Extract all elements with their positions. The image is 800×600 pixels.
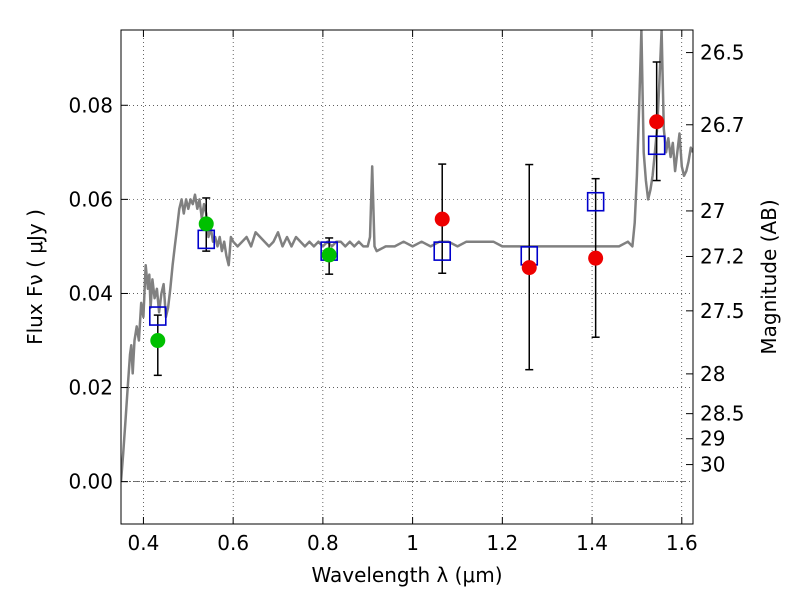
x-tick-label: 1.6 [666,531,698,555]
template-spectrum-line [121,30,693,482]
y2-tick-label: 30 [700,453,725,477]
y2-tick-label: 26.7 [700,113,745,137]
observed-point [588,250,604,266]
y2-tick-label: 27.5 [700,299,745,323]
y2-tick-label: 28 [700,362,725,386]
model-box [148,306,167,326]
y-tick-label: 0.08 [68,93,113,117]
x-tick-label: 0.8 [307,531,339,555]
observed-point [321,247,337,263]
x-tick-label: 1.4 [576,531,608,555]
model-box [647,135,666,156]
y2-axis-label: Magnitude (AB) [757,199,781,354]
y2-tick-label: 27 [700,199,725,223]
model-box [586,191,605,212]
x-tick-label: 1.2 [486,531,518,555]
plot-frame [120,29,694,525]
observed-point [434,211,450,227]
error-bars [153,61,661,377]
x-axis-label: Wavelength λ (μm) [311,563,502,587]
y-tick-label: 0.06 [68,187,113,211]
y2-tick-label: 28.5 [700,402,745,426]
y-tick-label: 0.02 [68,376,113,400]
x-tick-label: 0.4 [128,531,160,555]
x-tick-label: 0.6 [217,531,249,555]
grid-lines [121,30,693,524]
y-axis-label: Flux Fν ( μJy ) [23,209,47,345]
observed-points [150,114,665,349]
y-tick-label: 0.04 [68,281,113,305]
plot-content [121,30,693,482]
y2-tick-label: 26.5 [700,41,745,65]
x-tick-label: 1 [406,531,419,555]
observed-point [198,216,214,232]
model-box [433,241,452,261]
observed-point [649,114,665,130]
observed-point [521,260,537,276]
y2-tick-label: 29 [700,427,725,451]
axis-ticks [121,30,693,524]
observed-point [150,333,166,349]
y-tick-labels: 0.00 0.02 0.04 0.06 0.08 [68,93,113,493]
y2-tick-label: 27.2 [700,244,745,268]
x-tick-labels: 0.4 0.6 0.8 1 1.2 1.4 1.6 [128,531,698,555]
model-boxes [148,135,666,326]
y-tick-label: 0.00 [68,470,113,494]
